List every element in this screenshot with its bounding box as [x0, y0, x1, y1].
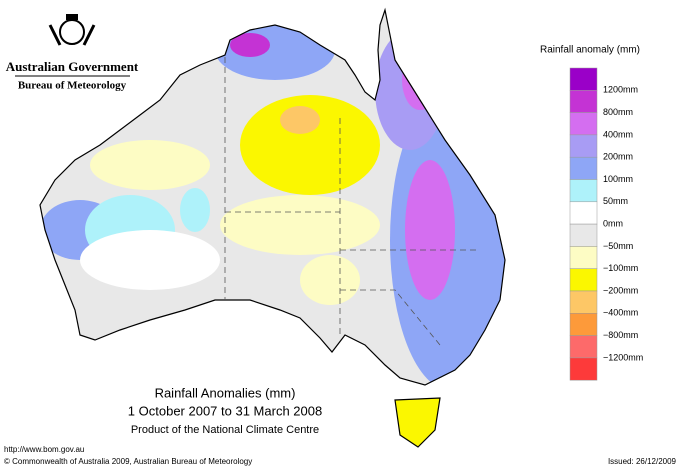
legend-title: Rainfall anomaly (mm): [540, 45, 640, 56]
legend-swatch: [569, 67, 598, 91]
legend-swatch: [569, 223, 598, 247]
government-name: Australian Government: [6, 59, 139, 74]
legend-label: −200mm: [603, 285, 638, 295]
footer-copyright: © Commonwealth of Australia 2009, Austra…: [4, 457, 252, 466]
legend: 1200mm 800mm 400mm 200mm 100mm 50mm 0mm −50mm −1…: [569, 67, 643, 381]
legend-label: 0mm: [603, 218, 623, 228]
legend-swatch: [569, 268, 598, 292]
legend-label: −1200mm: [603, 352, 643, 362]
legend-label: 400mm: [603, 129, 633, 139]
legend-label: −100mm: [603, 263, 638, 273]
legend-swatch: [569, 335, 598, 359]
legend-swatch: [569, 156, 598, 180]
legend-swatch: [569, 112, 598, 136]
legend-label: 200mm: [603, 152, 633, 162]
legend-label: 800mm: [603, 107, 633, 117]
legend-swatch: [569, 246, 598, 269]
legend-swatch: [569, 290, 598, 314]
legend-label: 1200mm: [603, 85, 638, 95]
legend-label: −400mm: [603, 308, 638, 318]
legend-swatch: [569, 90, 598, 113]
map-period: 1 October 2007 to 31 March 2008: [128, 403, 322, 418]
legend-label: −50mm: [603, 241, 633, 251]
legend-swatch: [569, 179, 598, 203]
footer-issued: Issued: 26/12/2009: [608, 457, 677, 466]
footer-url: http://www.bom.gov.au: [4, 445, 84, 454]
legend-label: 50mm: [603, 196, 628, 206]
map-title: Rainfall Anomalies (mm): [155, 385, 296, 400]
agency-name: Bureau of Meteorology: [18, 80, 127, 92]
legend-label: 100mm: [603, 174, 633, 184]
logo-crest: [48, 14, 96, 46]
legend-label: −800mm: [603, 330, 638, 340]
legend-swatch: [569, 134, 598, 158]
legend-swatch: [569, 201, 598, 225]
legend-swatch: [569, 313, 598, 336]
map-product: Product of the National Climate Centre: [131, 424, 319, 436]
legend-swatch: [569, 357, 598, 381]
